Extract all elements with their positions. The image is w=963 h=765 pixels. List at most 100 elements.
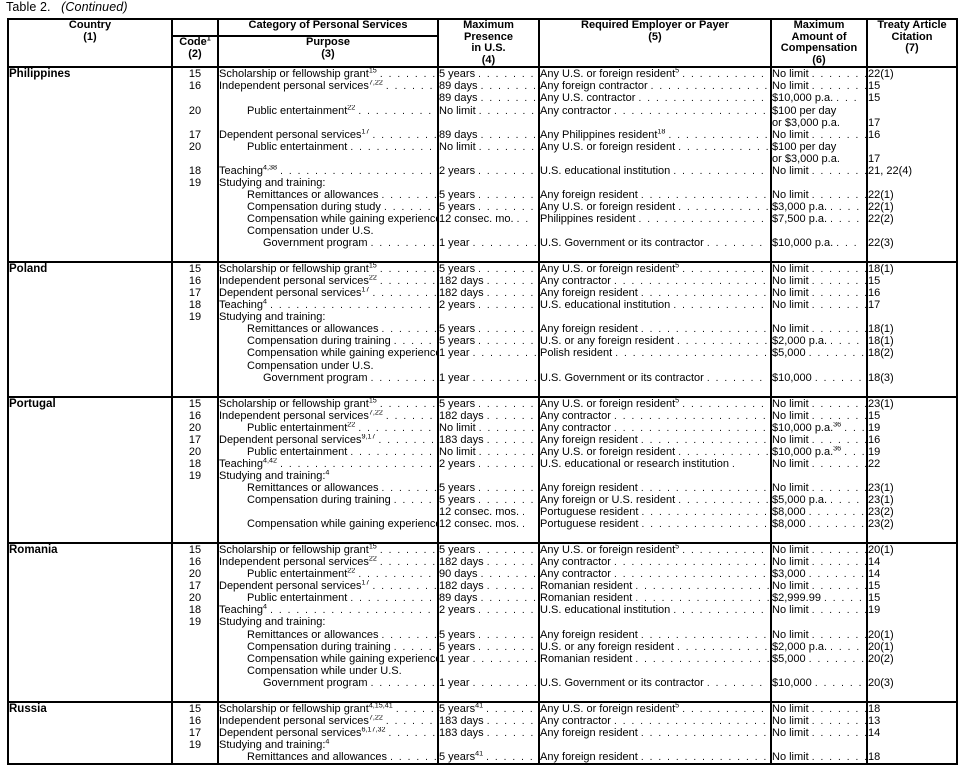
code-value: 17 [188,580,202,593]
code-value: 20 [188,592,202,605]
treaty-citation-line: 17 [868,152,881,165]
max-compensation-line: $10,000 p.a.36 . . . [772,445,866,458]
code-value: 20 [188,568,202,581]
treaty-citation-blank [868,311,956,323]
max-compensation-line: or $3,000 p.a. [772,116,840,129]
max-presence-line: No limit . . . . . . . . . [439,140,538,153]
employer-line: Romanian resident . . . . . . . . . . . … [540,580,770,593]
code-value: 20 [188,421,202,434]
employer-line: Any foreign resident . . . . . . . . . .… [540,188,770,201]
treaty-citation-line: 15 [868,580,881,593]
employer-line: Any foreign resident . . . . . . . . . .… [540,751,770,763]
header-max-compensation: Maximum Amount of Compensation (6) [770,17,868,69]
country-cell: Portugal [7,395,173,545]
max-compensation-line: No limit . . . . . . . . [772,702,866,715]
purpose-line: Remittances or allowances . . . . . . . … [247,628,437,641]
max-presence-line: 5 years . . . . . . . . . . [439,544,538,557]
purpose-cell: Scholarship or fellowship grant4,15,41 .… [217,700,439,765]
code-blank [173,506,217,518]
max-presence-line: 89 days . . . . . . . . . . [439,92,538,105]
code-blank [173,225,217,237]
employer-line: Any foreign resident . . . . . . . . . .… [540,287,770,300]
treaty-citation-line: 15 [868,409,881,422]
treaty-citation-line: 15 [868,92,881,105]
max-compensation-line: No limit . . . . . . . . [772,299,866,312]
max-presence-blank [439,153,538,165]
max-presence-line: 182 days . . . . . . . . . [439,287,538,300]
employer-line: Any Philippines resident18 . . . . . . .… [540,128,770,141]
employer-line: Any U.S. contractor . . . . . . . . . . … [540,92,770,105]
treaty-citation-line: 15 [868,80,881,93]
employer-blank [540,665,770,677]
code-blank [173,494,217,506]
employer-line: Any contractor . . . . . . . . . . . . .… [540,568,770,581]
treaty-citation-cell: 23(1) 15 19 16 19 22 23(1) 23(1) 23(2) 23(2) [866,395,958,545]
country-name: Romania [9,544,58,557]
treaty-citation-blank [868,360,956,372]
max-compensation-line: $10,000 . . . . . . . . . [772,676,866,689]
header-spacer-code [171,18,219,37]
max-presence-blank [439,177,538,189]
treaty-citation-line: 22(3) [868,237,894,250]
employer-line: Any U.S. or foreign resident5 . . . . . … [540,702,770,715]
employer-line: U.S. educational or research institution… [540,457,737,470]
table-caption-continued: (Continued) [61,0,128,14]
purpose-line: Scholarship or fellowship grant15 . . . … [219,263,437,276]
max-compensation-line: $5,000 . . . . . . . . . . [772,652,866,665]
treaty-citation-line: 23(1) [868,481,894,494]
treaty-citation-line: 14 [868,556,881,569]
max-presence-cell: 5 years . . . . . . . . . . 182 days . .… [437,261,540,398]
max-presence-blank [439,739,538,751]
purpose-line: Compensation under U.S. [247,359,374,372]
employer-blank [540,311,770,323]
treaty-citation-blank [868,225,956,237]
max-compensation-blank [772,470,866,482]
country-name: Russia [9,702,47,715]
treaty-citation-line: 21, 22(4) [868,164,913,177]
max-compensation-line: No limit . . . . . . . . [772,580,866,593]
purpose-line: Government program . . . . . . . . . . .… [263,676,437,689]
max-compensation-line: $2,000 p.a. . . . . . [772,335,866,348]
max-compensation-line: No limit . . . . . . . . [772,628,866,641]
treaty-citation-line: 18(1) [868,323,894,336]
purpose-cell: Scholarship or fellowship grant15 . . . … [217,542,439,703]
max-presence-line: 5 years . . . . . . . . . . [439,68,538,81]
max-presence-line: 183 days . . . . . . . . . [439,726,538,739]
max-presence-cell: 5 years41 . . . . . . . . . . 183 days .… [437,700,540,765]
max-compensation-line: No limit . . . . . . . . [772,397,866,410]
max-compensation-blank [772,177,866,189]
treaty-citation-line: 18(2) [868,347,894,360]
code-blank [173,653,217,665]
employer-line: Portuguese resident . . . . . . . . . . … [540,506,770,519]
employer-blank [540,153,770,165]
purpose-line: Remittances and allowances . . . . . . .… [247,751,437,763]
employer-line: Any foreign contractor . . . . . . . . .… [540,80,770,93]
header-category: Category of Personal Services [217,18,439,37]
purpose-blank [219,506,437,518]
purpose-line: Dependent personal services17 . . . . . … [219,287,437,300]
code-blank [173,360,217,372]
code-blank [173,530,217,542]
treaty-citation-cell: 18 13 14 18 [866,700,958,765]
max-compensation-line: No limit . . . . . . . . [772,556,866,569]
max-compensation-line: No limit . . . . . . . . [772,604,866,617]
purpose-line: Teaching4 . . . . . . . . . . . . . . . … [219,299,437,312]
employer-line: Any foreign or U.S. resident . . . . . .… [540,494,770,507]
max-compensation-line: $8,000 . . . . . . . . . . [772,506,866,519]
max-presence-blank [439,311,538,323]
treaty-citation-line: 23(2) [868,518,894,531]
max-compensation-line: No limit . . . . . . . . [772,68,866,81]
purpose-blank [219,117,437,129]
max-compensation-line: $3,000 p.a. . . . . . [772,200,866,213]
max-compensation-blank [772,360,866,372]
employer-line: U.S. educational institution . . . . . .… [540,164,770,177]
purpose-line: Compensation while under U.S. [247,664,402,677]
max-presence-line: 5 years . . . . . . . . . . [439,397,538,410]
code-value: 18 [188,299,202,312]
employer-blank [540,470,770,482]
treaty-citation-line: 22(1) [868,68,894,81]
treaty-citation-cell: 20(1) 14 14 15 15 19 20(1) 20(1) 20(2) 20(3) [866,542,958,703]
header-max-presence: Maximum Presence in U.S. (4) [437,17,540,69]
table-body: Philippines 15 16 20 17 20 18 19 Scholarship… [7,66,958,765]
code-value: 20 [188,104,202,117]
